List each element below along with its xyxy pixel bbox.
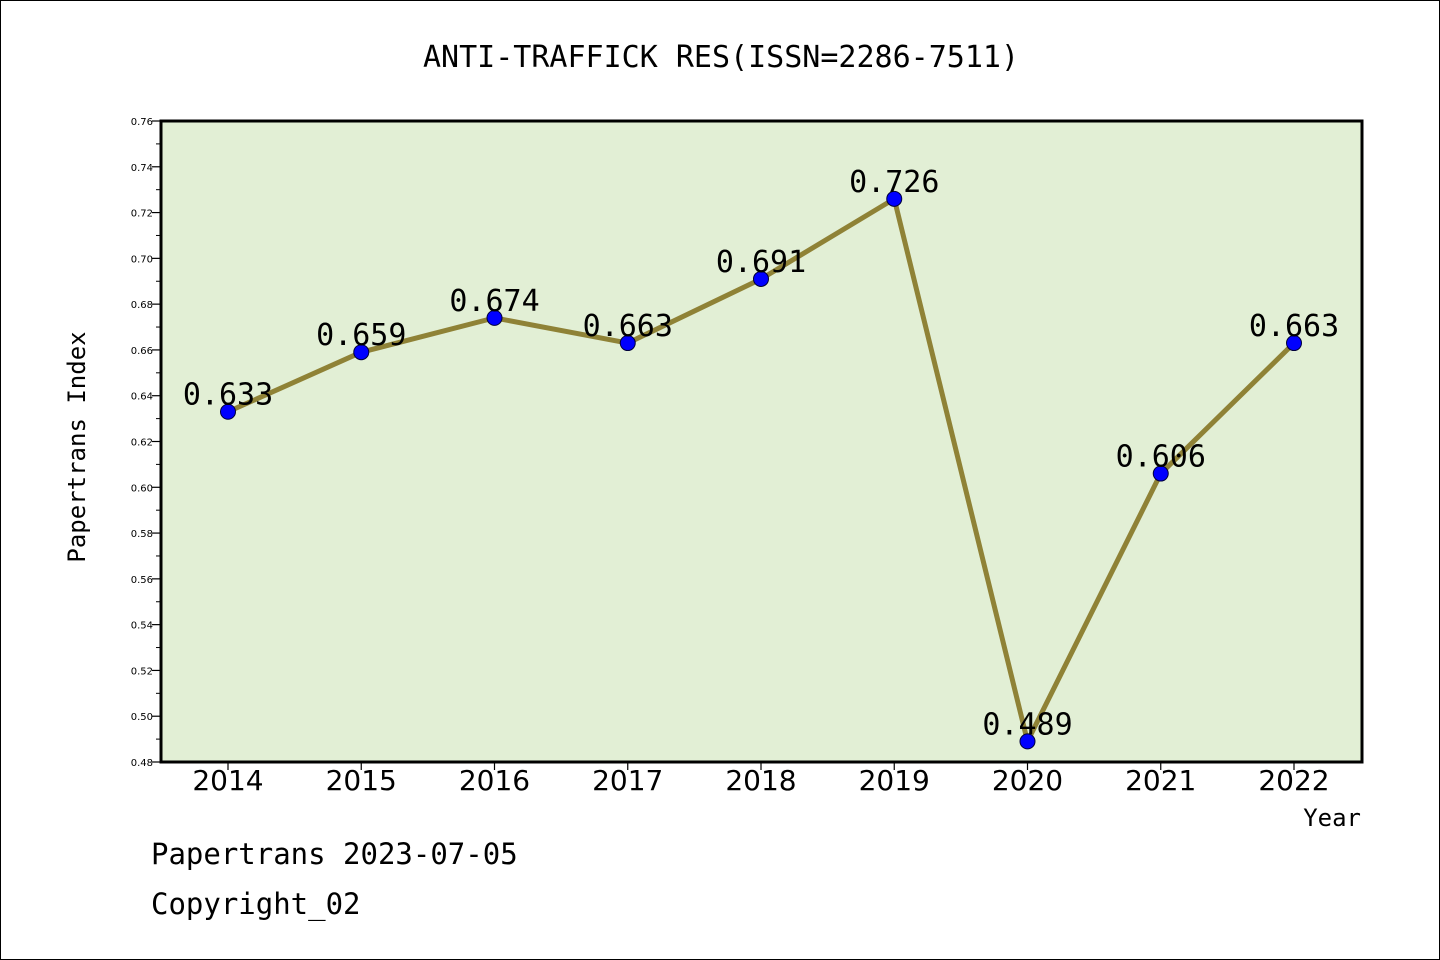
data-point: [220, 403, 236, 420]
y-tick-label: 0.64: [131, 392, 153, 403]
data-label: 0.633: [183, 378, 273, 413]
x-tick-label: 2018: [725, 764, 796, 797]
x-tick-label: 2017: [592, 764, 663, 797]
y-tick-label: 0.74: [131, 163, 153, 174]
y-tick-label: 0.58: [131, 529, 153, 540]
y-tick-label: 0.70: [131, 254, 153, 265]
x-tick-label: 2019: [859, 764, 930, 797]
data-label: 0.726: [849, 165, 939, 200]
data-point: [1019, 733, 1036, 750]
data-point: [1286, 335, 1302, 352]
y-tick-label: 0.68: [131, 300, 153, 311]
y-tick-label: 0.72: [131, 209, 153, 220]
data-point: [753, 270, 769, 287]
data-point: [353, 344, 370, 361]
data-label: 0.674: [449, 284, 539, 319]
data-labels: 0.633 0.659 0.674 0.663 0.691 0.726 0.489 0.606…: [183, 165, 1339, 743]
data-label: 0.691: [716, 245, 806, 280]
y-tick-label: 0.76: [131, 117, 153, 128]
y-tick-label: 0.54: [131, 621, 153, 632]
y-tick-label: 0.52: [131, 666, 153, 677]
data-point: [886, 190, 903, 207]
footer-copyright: Copyright_02: [151, 887, 361, 921]
y-tick-label: 0.66: [131, 346, 153, 357]
y-tick-label: 0.60: [131, 483, 153, 494]
data-point: [619, 335, 636, 352]
y-axis-label: Papertrans Index: [63, 331, 91, 562]
plot-area: [159, 119, 1364, 764]
x-tick-label: 2015: [326, 764, 397, 797]
x-tick-label: 2021: [1125, 764, 1196, 797]
y-tick-label: 0.50: [131, 712, 153, 723]
x-axis-label: Year: [1303, 804, 1361, 832]
data-label: 0.659: [316, 318, 406, 353]
x-axis: 2014 2015 2016 2017 2018 2019 2020 2021 2022: [192, 762, 1330, 797]
y-tick-label: 0.56: [131, 575, 153, 586]
data-label: 0.606: [1116, 440, 1206, 475]
data-point: [1152, 465, 1169, 482]
data-label: 0.489: [982, 707, 1072, 742]
x-tick-label: 2016: [459, 764, 530, 797]
data-point: [486, 309, 503, 326]
y-tick-label: 0.62: [131, 438, 153, 449]
y-tick-label: 0.48: [131, 758, 153, 769]
chart-title: ANTI-TRAFFICK RES(ISSN=2286-7511): [423, 40, 1019, 75]
y-axis: 0.48 0.50 0.52 0.54 0.56 0.58 0.60 0.62 0.64 0.66…: [131, 117, 161, 769]
series-markers: [220, 190, 1302, 750]
data-label: 0.663: [583, 309, 673, 344]
x-tick-label: 2022: [1258, 764, 1329, 797]
x-tick-label: 2014: [192, 764, 263, 797]
footer-date: Papertrans 2023-07-05: [151, 837, 518, 871]
data-label: 0.663: [1249, 309, 1339, 344]
x-tick-label: 2020: [992, 764, 1063, 797]
